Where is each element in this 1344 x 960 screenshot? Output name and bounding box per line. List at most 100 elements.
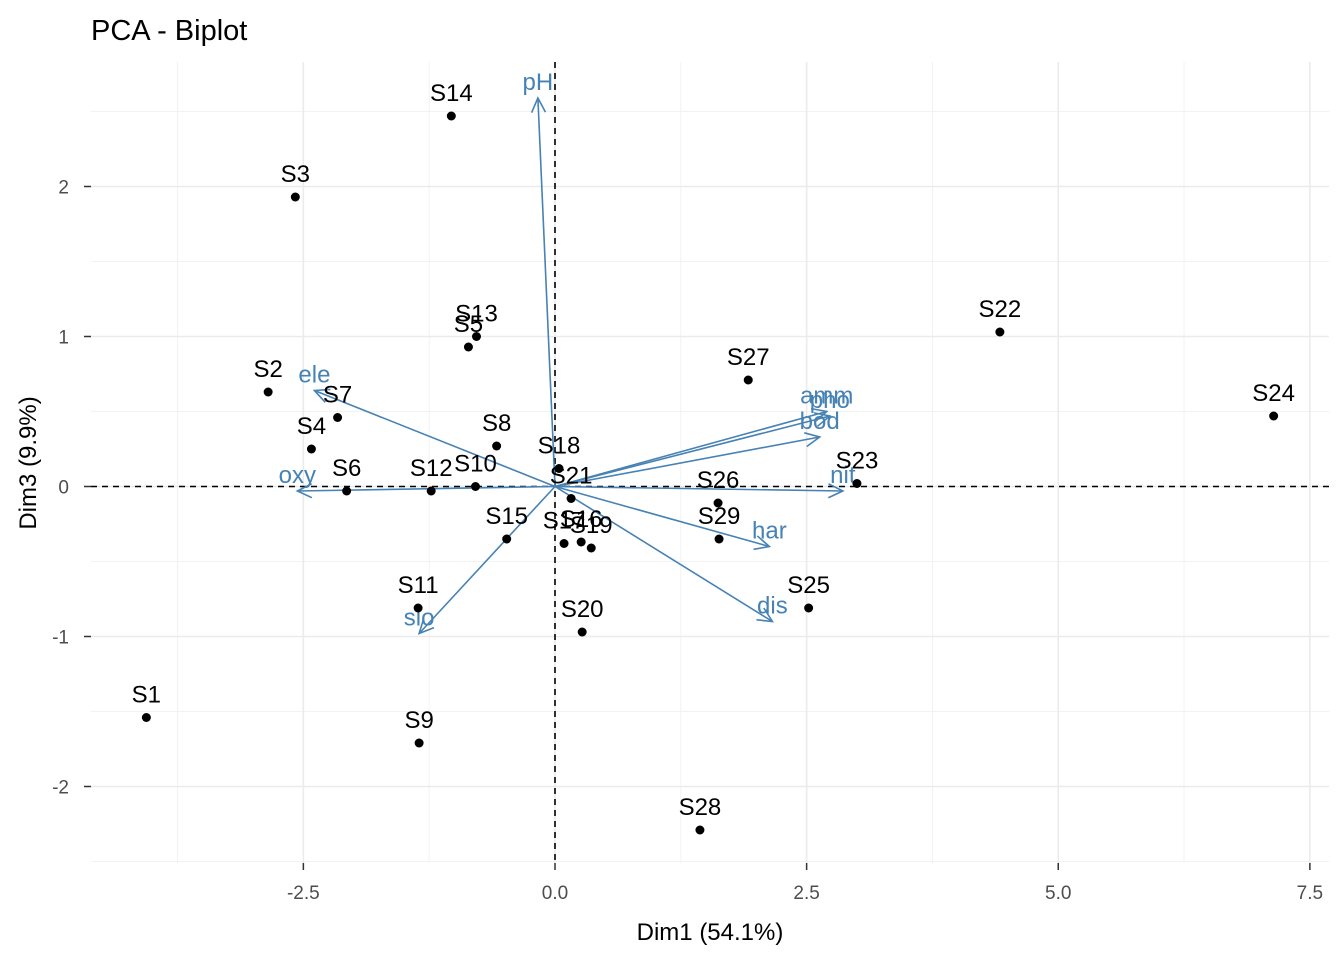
variable-arrow-bod: bod xyxy=(554,408,840,488)
variable-label: oxy xyxy=(279,462,316,489)
variable-label: pho xyxy=(810,387,850,414)
individual-S29: S29 xyxy=(698,503,740,544)
point-label: S21 xyxy=(550,463,593,490)
data-point xyxy=(414,738,424,748)
individual-S4: S4 xyxy=(297,413,326,454)
point-label: S11 xyxy=(398,572,439,599)
point-label: S23 xyxy=(836,448,879,475)
data-point xyxy=(502,534,512,544)
data-point xyxy=(413,603,423,613)
arrow-shaft xyxy=(537,97,556,487)
individual-S25: S25 xyxy=(787,572,830,613)
individual-S3: S3 xyxy=(281,161,310,202)
arrow-shaft xyxy=(554,436,820,488)
individual-S23: S23 xyxy=(836,448,879,488)
data-point xyxy=(852,479,862,488)
variable-arrow-slo: slo xyxy=(404,485,556,635)
individual-S12: S12 xyxy=(410,455,453,496)
variable-arrow-har: har xyxy=(554,485,787,551)
data-point xyxy=(290,192,300,202)
data-point xyxy=(576,537,586,547)
individual-S9: S9 xyxy=(404,707,434,748)
point-label: S17 xyxy=(543,508,586,535)
variable-label: har xyxy=(752,518,787,545)
arrow-shaft xyxy=(554,410,827,488)
x-tick-label: 2.5 xyxy=(793,883,819,904)
data-point xyxy=(577,627,587,637)
data-point xyxy=(559,539,569,548)
point-label: S8 xyxy=(482,410,511,437)
data-point xyxy=(714,534,724,544)
point-label: S24 xyxy=(1252,380,1295,407)
data-point xyxy=(306,444,316,454)
individual-S17: S17 xyxy=(543,508,586,548)
individual-S8: S8 xyxy=(482,410,511,451)
point-label: S1 xyxy=(132,682,161,709)
arrow-shaft xyxy=(314,389,556,488)
individual-S6: S6 xyxy=(332,455,361,496)
data-point xyxy=(554,464,564,473)
x-axis-ticks: -2.5 0.0 2.5 5.0 7.5 xyxy=(287,863,1323,904)
individual-S13: S13 xyxy=(455,301,498,341)
point-label: S10 xyxy=(454,451,497,478)
data-point xyxy=(995,327,1005,337)
data-point xyxy=(586,543,596,553)
point-label: S6 xyxy=(332,455,361,482)
point-label: S2 xyxy=(253,356,282,383)
arrow-head xyxy=(753,535,772,551)
data-point xyxy=(471,332,481,341)
individual-S21: S21 xyxy=(550,463,593,503)
data-point xyxy=(426,486,436,496)
individual-S10: S10 xyxy=(454,451,497,491)
grid-lines xyxy=(91,62,1329,863)
variable-arrow-oxy: oxy xyxy=(279,462,556,499)
variable-arrow-amm: amm xyxy=(554,383,853,488)
chart-title: PCA - Biplot xyxy=(91,15,247,47)
x-tick-label: 5.0 xyxy=(1045,883,1071,904)
x-tick-label: 0.0 xyxy=(542,883,568,904)
y-tick-label: -1 xyxy=(52,628,69,649)
y-axis-title: Dim3 (9.9%) xyxy=(15,396,42,529)
individual-S22: S22 xyxy=(979,296,1022,337)
individual-S7: S7 xyxy=(323,382,352,422)
individual-S14: S14 xyxy=(430,80,473,121)
point-label: S22 xyxy=(979,296,1022,323)
data-point xyxy=(804,603,814,613)
x-tick-label: -2.5 xyxy=(287,883,320,904)
point-label: S12 xyxy=(410,455,453,482)
individual-S24: S24 xyxy=(1252,380,1295,421)
point-label: S20 xyxy=(561,596,604,623)
x-tick-label: 7.5 xyxy=(1297,883,1323,904)
point-label: S19 xyxy=(570,512,613,539)
arrow-head xyxy=(828,483,845,499)
arrow-head xyxy=(530,96,547,114)
individual-S11: S11 xyxy=(398,572,439,613)
arrow-head xyxy=(417,617,435,635)
reference-lines xyxy=(91,62,1329,863)
individual-S28: S28 xyxy=(679,794,722,835)
variable-label: bod xyxy=(800,408,840,435)
individual-S26: S26 xyxy=(697,467,740,508)
data-point xyxy=(470,482,480,491)
variable-label: dis xyxy=(757,593,788,620)
y-tick-label: 0 xyxy=(58,478,69,499)
point-label: S4 xyxy=(297,413,326,440)
arrow-shaft xyxy=(554,485,843,492)
y-tick-label: 2 xyxy=(58,178,69,199)
point-label: S28 xyxy=(679,794,722,821)
data-point xyxy=(263,387,273,397)
y-axis-ticks: -2 -1 0 1 2 xyxy=(52,178,91,799)
variable-label: ele xyxy=(298,362,330,389)
point-label: S26 xyxy=(697,467,740,494)
data-point xyxy=(713,498,723,508)
individual-S27: S27 xyxy=(727,344,770,385)
y-tick-label: -2 xyxy=(52,778,69,799)
point-label: S18 xyxy=(538,433,581,460)
arrow-shaft xyxy=(554,485,770,548)
variable-label: nit xyxy=(830,462,856,489)
data-point xyxy=(492,441,502,451)
individual-S19: S19 xyxy=(570,512,613,553)
